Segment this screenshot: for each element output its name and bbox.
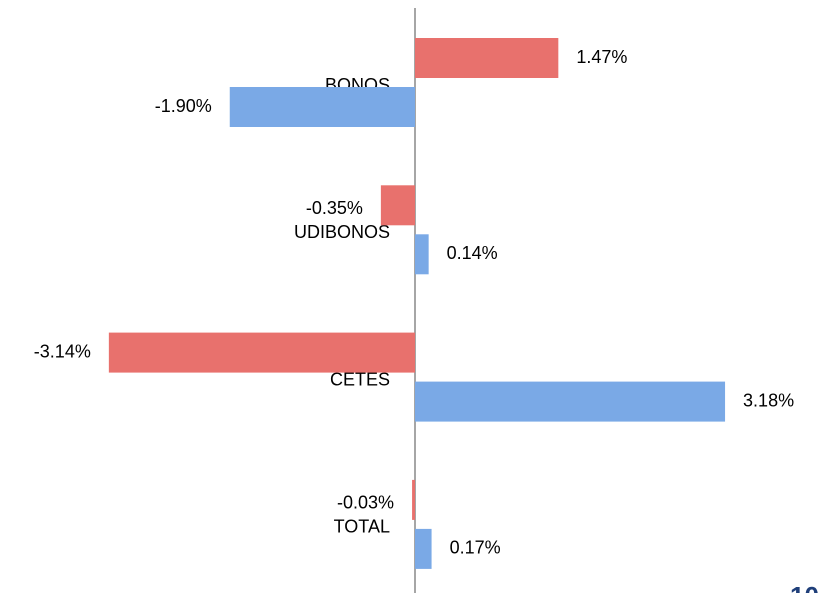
bar bbox=[412, 479, 415, 520]
value-label: -3.14% bbox=[34, 341, 91, 361]
bar bbox=[415, 38, 559, 78]
bar bbox=[229, 87, 415, 127]
category-label: UDIBONOS bbox=[294, 222, 390, 242]
bar bbox=[415, 381, 726, 422]
bar bbox=[415, 528, 432, 569]
value-label: 0.17% bbox=[450, 538, 501, 558]
bar bbox=[380, 185, 415, 226]
value-label: 1.47% bbox=[576, 47, 627, 67]
value-label: 0.14% bbox=[447, 243, 498, 263]
page-number: 10 bbox=[790, 581, 819, 593]
value-label: -0.03% bbox=[337, 493, 394, 513]
bar bbox=[108, 332, 415, 373]
value-label: -1.90% bbox=[155, 96, 212, 116]
value-label: 3.18% bbox=[743, 390, 794, 410]
bar bbox=[415, 234, 429, 275]
value-label: -0.35% bbox=[306, 198, 363, 218]
category-label: TOTAL bbox=[334, 517, 390, 537]
category-label: CETES bbox=[330, 369, 390, 389]
